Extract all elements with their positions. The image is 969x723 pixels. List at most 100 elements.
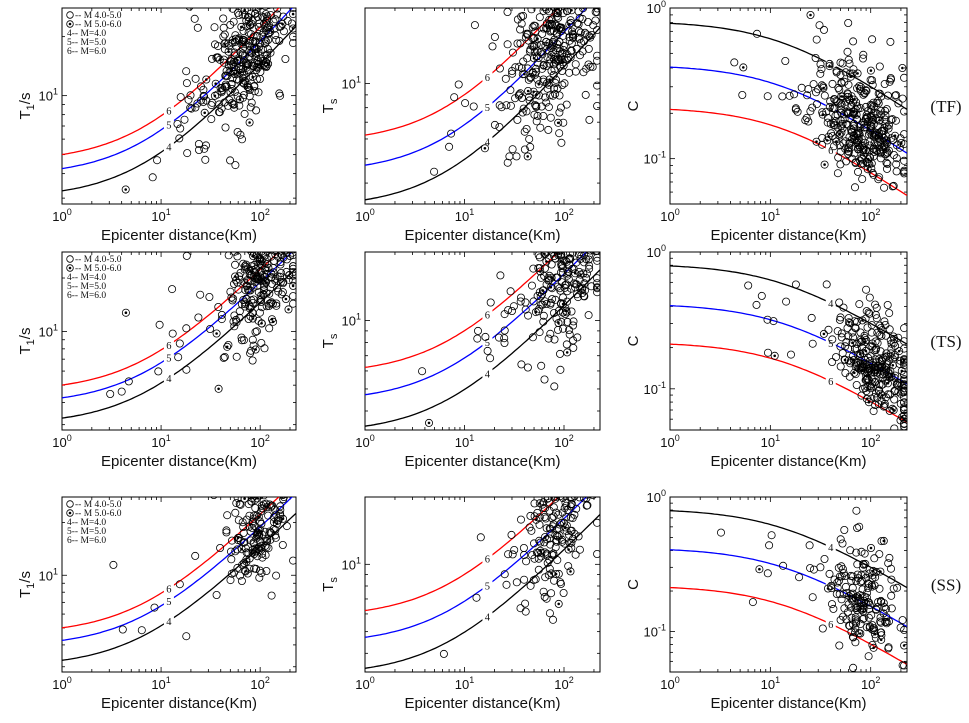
data-point: [575, 545, 584, 554]
data-point: [270, 215, 277, 222]
data-point: [276, 509, 285, 518]
data-point: [883, 159, 892, 168]
data-point: [269, 518, 278, 527]
data-point-center: [822, 332, 826, 336]
data-point: [231, 487, 238, 494]
data-point: [540, 538, 549, 547]
curve-6: [670, 108, 907, 197]
data-point: [290, 240, 297, 247]
data-point: [556, 365, 565, 374]
data-point: [212, 591, 221, 600]
data-point: [260, 482, 267, 489]
data-point: [876, 613, 885, 622]
curve-label-4: 4: [828, 60, 834, 71]
data-point: [887, 134, 896, 143]
data-point: [868, 168, 877, 177]
data-point-center: [891, 364, 895, 367]
data-point: [276, 260, 285, 269]
data-point: [219, 55, 228, 64]
legend-entry: 6-- M=6.0: [67, 536, 106, 546]
data-point: [548, 0, 555, 4]
data-point: [516, 89, 525, 98]
tick-label: 102: [250, 433, 269, 450]
data-point: [867, 159, 876, 168]
data-point: [881, 331, 890, 340]
data-point: [275, 216, 282, 223]
data-point: [554, 325, 563, 334]
data-point: [542, 535, 551, 544]
data-point: [235, 101, 244, 110]
data-point: [828, 335, 837, 344]
data-point: [566, 254, 575, 263]
data-point: [847, 613, 856, 622]
data-point: [866, 66, 875, 75]
curve-label-bg: [482, 308, 493, 321]
curve-label-bg: [825, 58, 836, 71]
data-point: [266, 231, 273, 238]
data-point-center: [554, 472, 557, 475]
data-point: [284, 0, 291, 4]
data-point: [554, 599, 563, 608]
data-point: [259, 489, 266, 496]
data-point: [258, 0, 265, 7]
data-point: [235, 0, 242, 1]
data-point: [282, 454, 289, 461]
data-point: [281, 294, 290, 303]
data-point-center: [758, 567, 761, 571]
data-point-center: [269, 233, 272, 236]
data-point: [562, 192, 569, 199]
data-point: [837, 595, 846, 604]
data-point: [264, 241, 271, 248]
data-point: [593, 102, 600, 110]
data-point: [236, 55, 245, 64]
data-point: [550, 60, 559, 69]
data-point: [548, 295, 557, 304]
data-point: [539, 317, 548, 326]
data-point-center: [564, 526, 567, 529]
data-point: [839, 590, 848, 599]
data-point: [532, 548, 541, 557]
data-point: [542, 61, 551, 70]
data-point-center: [561, 61, 565, 64]
data-point: [850, 368, 859, 377]
data-point: [284, 202, 291, 209]
data-point: [867, 111, 876, 120]
data-point-center: [483, 147, 487, 150]
data-point: [844, 108, 853, 117]
data-point: [594, 229, 601, 236]
data-point: [831, 121, 840, 130]
data-point-center: [124, 311, 128, 315]
data-point: [882, 437, 889, 444]
data-point-center: [578, 164, 581, 167]
data-point: [552, 75, 561, 84]
x-axis-label: Epicenter distance(Km): [405, 695, 561, 712]
curve-label-4: 4: [485, 138, 491, 149]
data-point: [262, 289, 271, 298]
data-point: [557, 518, 566, 527]
data-point: [836, 362, 845, 371]
data-point: [856, 578, 865, 587]
data-point: [281, 229, 288, 236]
data-point: [560, 239, 567, 246]
data-point: [540, 252, 549, 258]
data-point: [227, 569, 236, 578]
data-point: [554, 497, 561, 499]
data-point: [887, 564, 896, 573]
data-point: [580, 425, 587, 432]
data-point: [524, 311, 533, 320]
curve-label-6: 6: [166, 584, 171, 595]
data-point: [544, 125, 553, 134]
data-point: [857, 362, 866, 371]
data-point-center: [243, 8, 246, 12]
data-point: [542, 594, 551, 603]
data-point: [233, 8, 242, 17]
legend-entry: 6-- M=6.0: [67, 47, 106, 57]
data-point: [557, 103, 566, 112]
data-point: [582, 273, 591, 282]
data-point: [848, 633, 857, 642]
curve-label-6: 6: [485, 554, 490, 565]
data-point: [233, 278, 242, 287]
data-point: [559, 31, 568, 40]
data-point: [842, 97, 851, 106]
data-point-center: [865, 397, 869, 401]
